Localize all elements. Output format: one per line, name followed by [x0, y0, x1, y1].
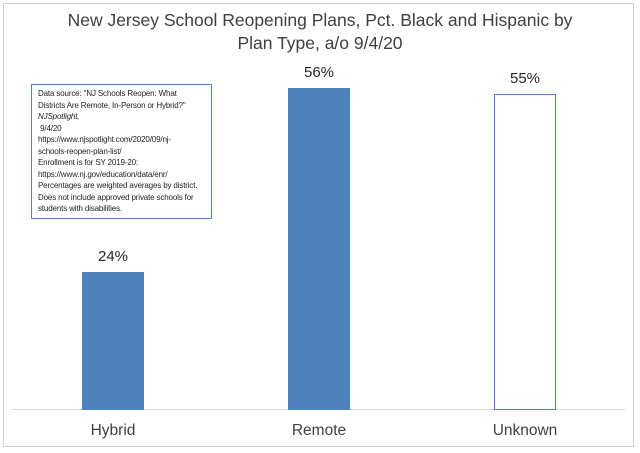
annotation-line: Districts Are Remote, In-Person or Hybri… [38, 100, 186, 110]
data-label-unknown: 55% [509, 70, 541, 87]
data-source-textbox: Data source: "NJ Schools Reopen: What Dis… [31, 84, 212, 219]
data-label-hybrid: 24% [97, 248, 129, 265]
annotation-line: Data source: "NJ Schools Reopen: What [38, 89, 177, 98]
bar-unknown [494, 94, 556, 410]
category-label-remote: Remote [291, 422, 347, 439]
annotation-line: NJSpotlight, [38, 112, 80, 121]
annotation-line: https://www.nj.gov/education/data/enr/ [38, 169, 168, 179]
bar-hybrid [82, 272, 144, 410]
chart-title: New Jersey School Reopening Plans, Pct. … [0, 9, 640, 55]
annotation-line: schools-reopen-plan-list/ [38, 146, 122, 156]
annotation-line: students with disabilities. [38, 204, 122, 213]
annotation-line: https://www.njspotlight.com/2020/09/nj- [38, 135, 171, 144]
chart-title-line-1: New Jersey School Reopening Plans, Pct. … [67, 10, 573, 30]
annotation-line: Percentages are weighted averages by dis… [38, 181, 198, 190]
bar-remote [288, 88, 350, 410]
data-label-remote: 56% [303, 64, 335, 81]
category-label-hybrid: Hybrid [90, 422, 136, 439]
annotation-line: Enrollment is for SY 2019-20: [38, 158, 139, 167]
chart-title-line-2: Plan Type, a/o 9/4/20 [237, 33, 403, 53]
annotation-line: Does not include approved private school… [38, 192, 194, 202]
category-label-unknown: Unknown [492, 422, 558, 439]
annotation-line: 9/4/20 [38, 123, 62, 133]
